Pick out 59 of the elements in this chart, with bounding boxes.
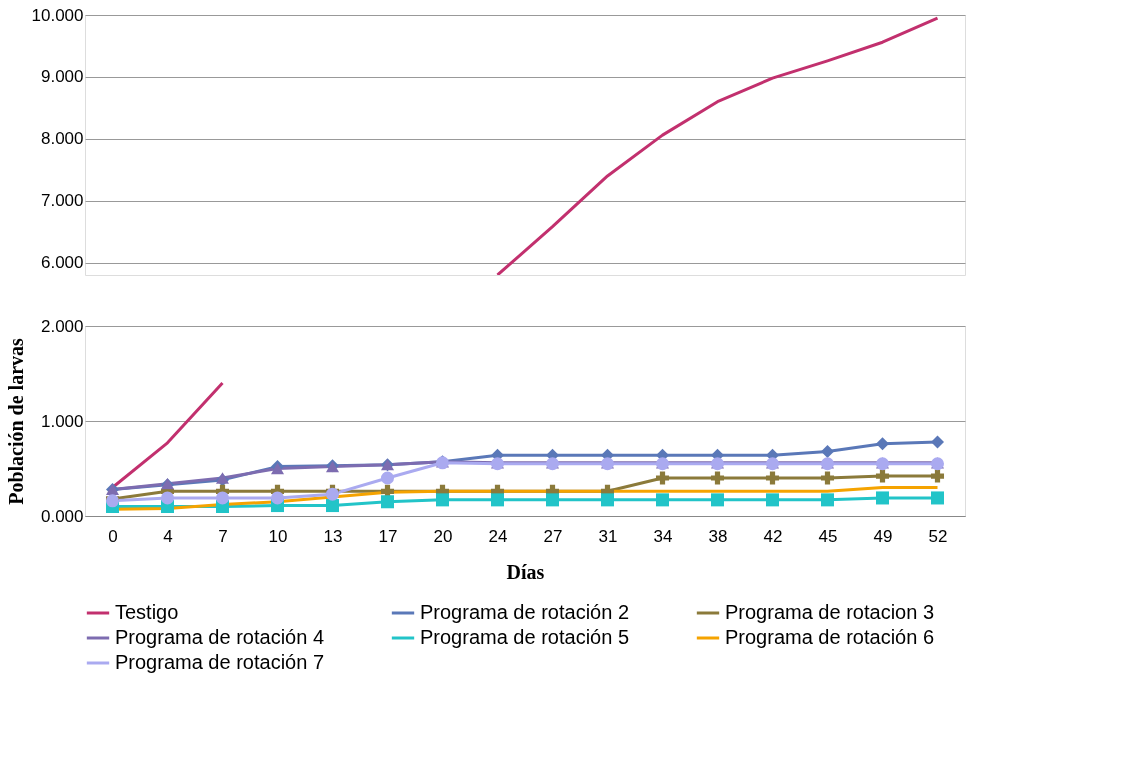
point xyxy=(765,471,780,485)
point xyxy=(380,471,395,485)
point xyxy=(435,493,450,507)
y-axis-title: Población de larvas xyxy=(4,337,27,505)
y-tick-label: 0.000 xyxy=(40,506,84,526)
x-tick-label: 31 xyxy=(598,526,618,546)
legend-label: Programa de rotación 5 xyxy=(420,626,630,648)
line-series xyxy=(496,16,939,275)
legend-label: Testigo xyxy=(115,601,179,623)
x-tick-label: 24 xyxy=(488,526,508,546)
x-tick-label: 10 xyxy=(268,526,288,546)
point xyxy=(545,493,560,507)
x-tick-label: 49 xyxy=(873,526,893,546)
legend-label: Programa de rotación 2 xyxy=(420,601,630,623)
point xyxy=(875,491,890,505)
x-tick-label: 4 xyxy=(163,526,173,546)
y-tick-label: 1.000 xyxy=(40,411,84,431)
y-tick-label: 8.000 xyxy=(40,129,84,149)
point xyxy=(325,499,340,513)
point xyxy=(765,493,780,507)
y-tick-label: 7.000 xyxy=(40,191,84,211)
legend-label: Programa de rotacion 3 xyxy=(725,601,935,623)
x-tick-label: 45 xyxy=(818,526,838,546)
legend-label: Programa de rotación 7 xyxy=(115,651,325,673)
point xyxy=(930,469,945,483)
point xyxy=(160,491,175,505)
point xyxy=(270,491,285,505)
x-tick-label: 42 xyxy=(763,526,783,546)
x-axis-title: Días xyxy=(506,560,545,583)
x-tick-label: 17 xyxy=(378,526,398,546)
point xyxy=(380,495,395,509)
point xyxy=(820,493,835,507)
point xyxy=(490,493,505,507)
y-tick-label: 2.000 xyxy=(40,316,84,336)
point xyxy=(875,469,890,483)
point xyxy=(820,471,835,485)
point xyxy=(710,493,725,507)
x-tick-label: 13 xyxy=(323,526,343,546)
point xyxy=(820,444,835,458)
point xyxy=(600,493,615,507)
legend-label: Programa de rotación 6 xyxy=(725,626,935,648)
point xyxy=(875,437,890,451)
y-tick-label: 10.000 xyxy=(31,5,84,25)
legend-label: Programa de rotación 4 xyxy=(115,626,325,648)
point xyxy=(655,493,670,507)
x-tick-label: 20 xyxy=(433,526,453,546)
y-tick-label: 9.000 xyxy=(40,67,84,87)
point xyxy=(655,471,670,485)
point xyxy=(215,491,230,505)
point xyxy=(930,435,945,449)
x-tick-label: 27 xyxy=(543,526,563,546)
x-tick-label: 34 xyxy=(653,526,673,546)
point xyxy=(930,491,945,505)
x-tick-label: 52 xyxy=(928,526,948,546)
point xyxy=(710,471,725,485)
x-tick-label: 0 xyxy=(108,526,118,546)
y-tick-label: 6.000 xyxy=(40,253,84,273)
x-tick-label: 7 xyxy=(218,526,228,546)
x-tick-label: 38 xyxy=(708,526,728,546)
